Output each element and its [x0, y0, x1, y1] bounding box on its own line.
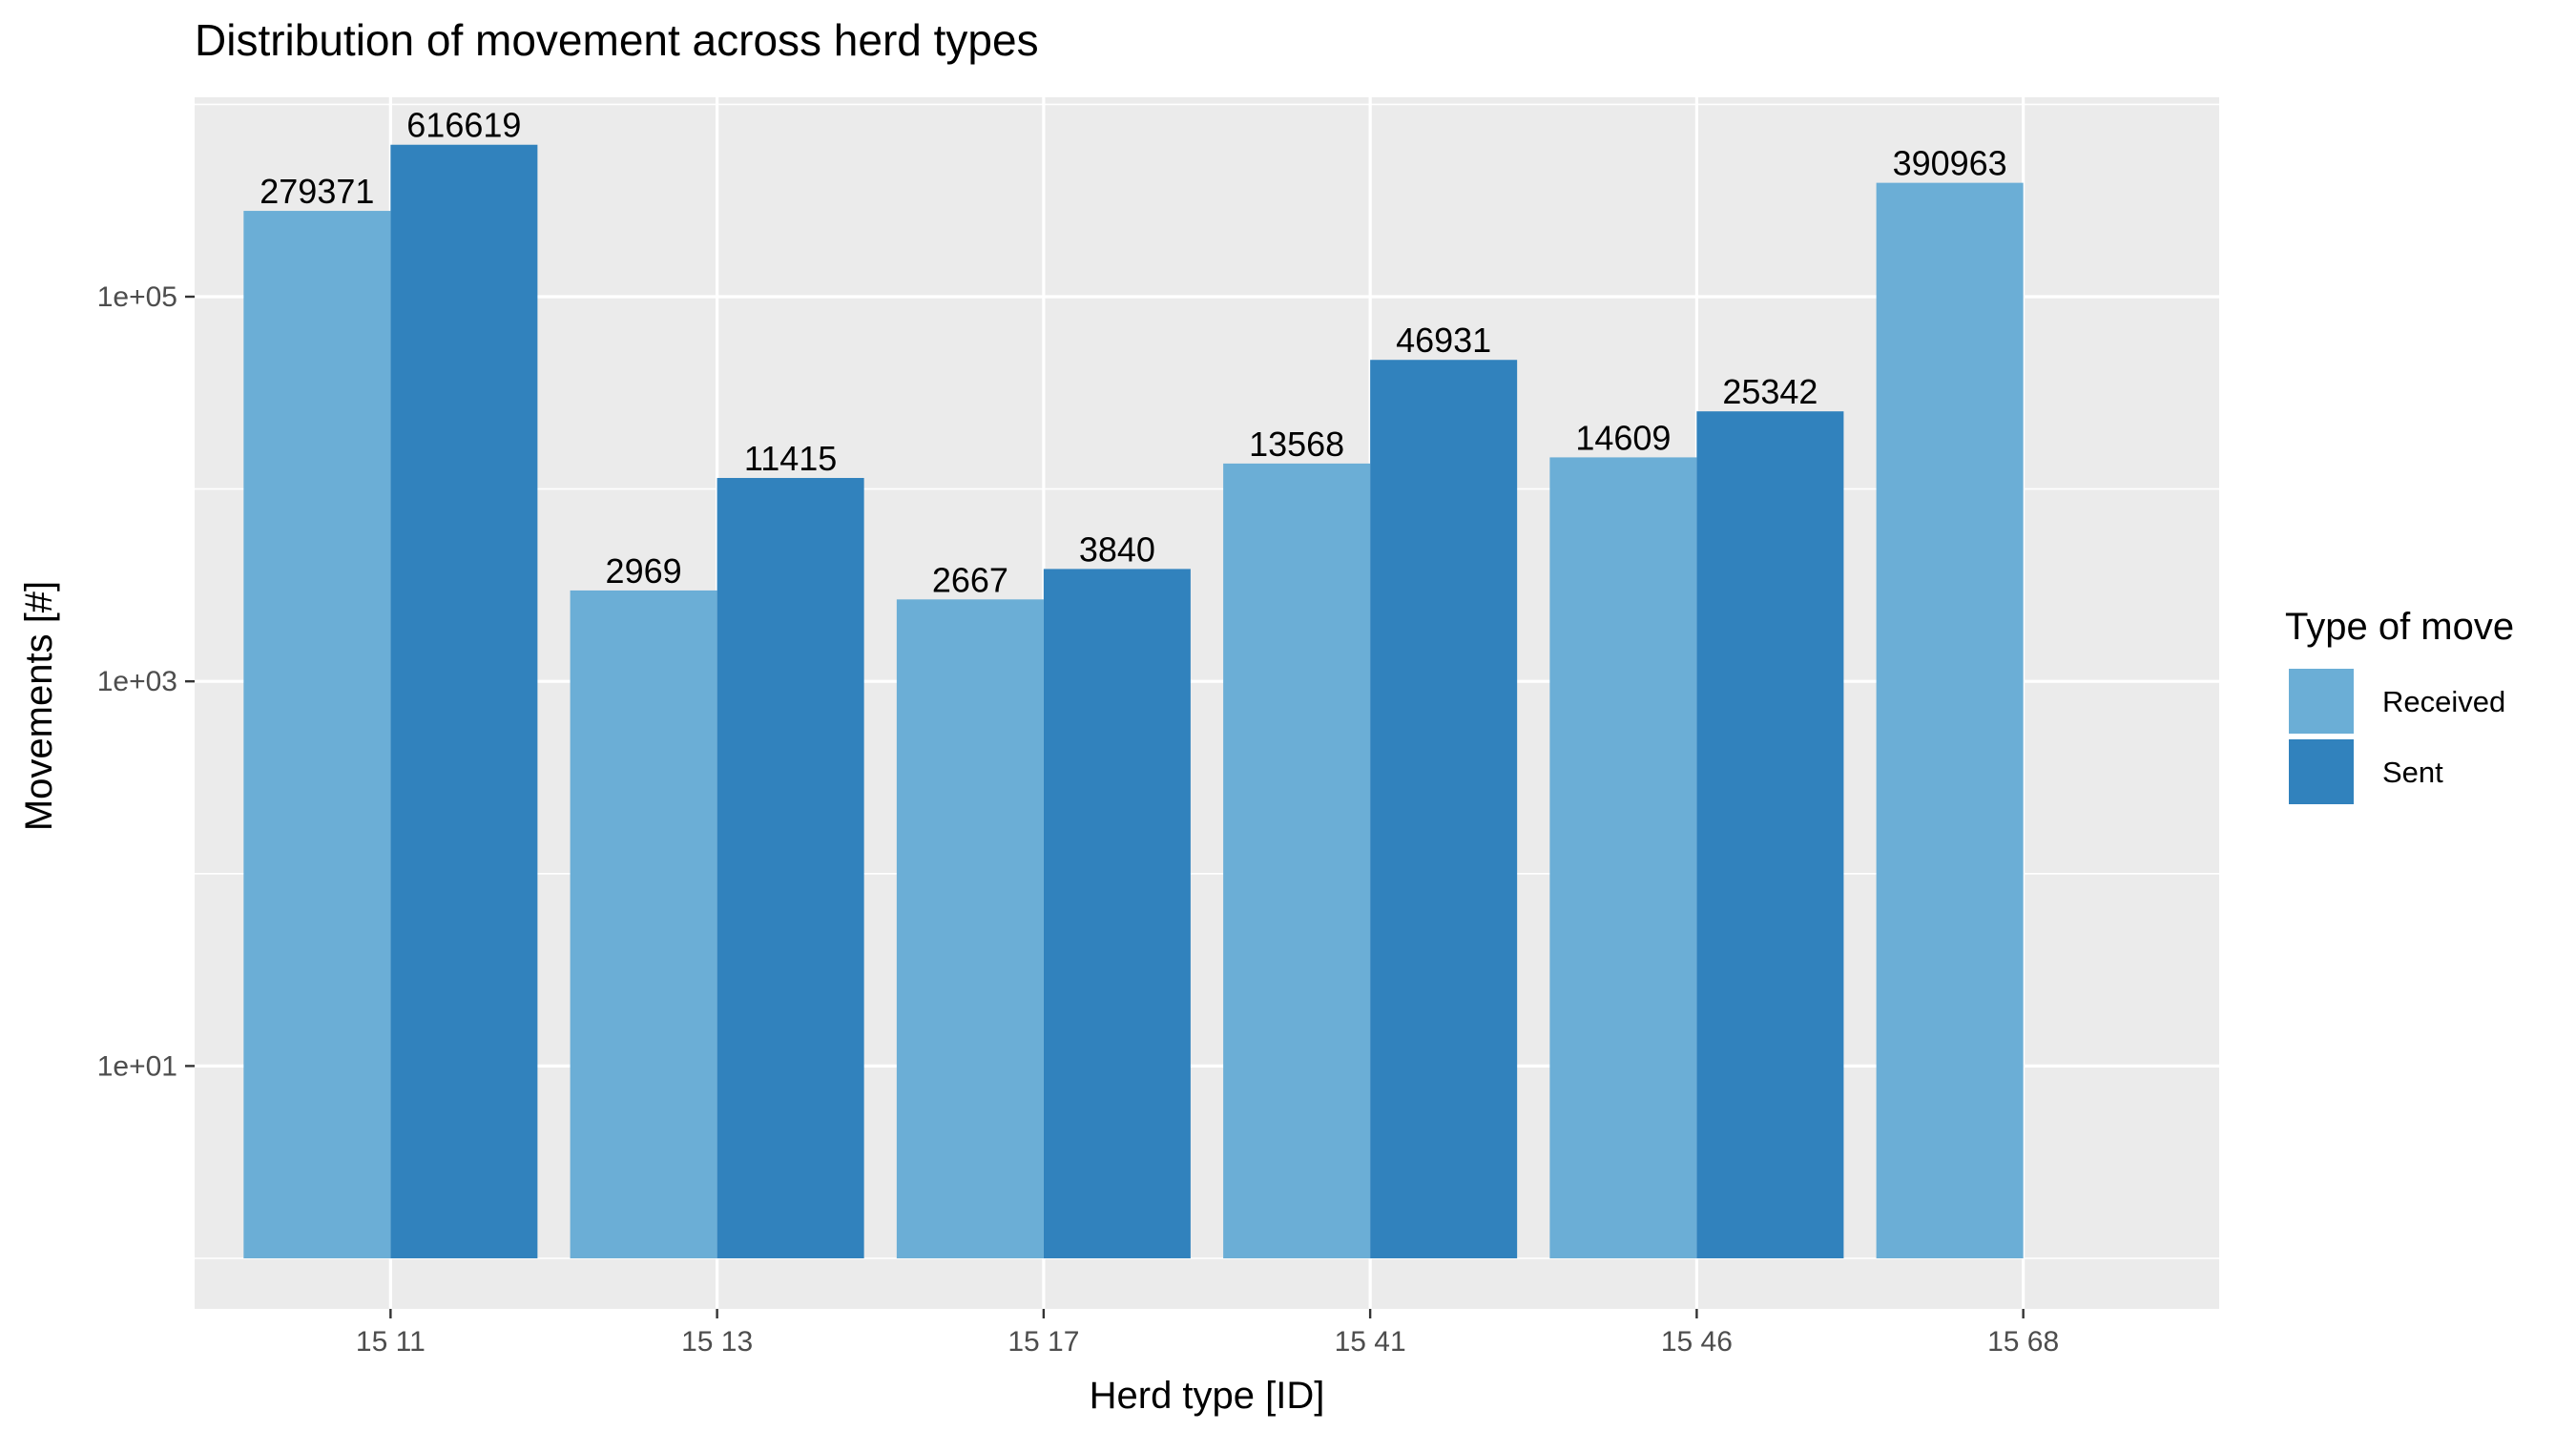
- bar-sent-15-11: [390, 144, 538, 1259]
- bar-sent-15-41: [1370, 360, 1518, 1258]
- bar-received-15-46: [1549, 457, 1697, 1259]
- data-label: 25342: [1722, 372, 1818, 411]
- legend-label-received: Received: [2382, 685, 2505, 718]
- y-axis: 1e+01 1e+03 1e+05: [97, 281, 195, 1082]
- bar-sent-15-17: [1043, 569, 1191, 1258]
- legend-title: Type of move: [2285, 606, 2514, 648]
- data-label: 2667: [932, 560, 1008, 599]
- data-label: 390963: [1893, 144, 2007, 183]
- bar-received-15-11: [243, 211, 391, 1259]
- x-tick-label: 15 41: [1335, 1326, 1406, 1358]
- data-label: 46931: [1396, 321, 1491, 360]
- legend-key-sent: [2287, 737, 2356, 806]
- data-label: 616619: [406, 106, 521, 145]
- bar-sent-15-46: [1696, 411, 1844, 1258]
- data-label: 279371: [260, 172, 374, 211]
- data-label: 13568: [1249, 425, 1344, 464]
- legend-label-sent: Sent: [2382, 756, 2443, 789]
- bar-received-15-41: [1223, 463, 1371, 1259]
- data-labels: 279371 616619 2969 11415 2667 3840 13568 46931 1…: [260, 106, 2006, 600]
- data-label: 11415: [744, 439, 837, 478]
- chart-title: Distribution of movement across herd typ…: [195, 15, 1039, 65]
- data-label: 3840: [1079, 529, 1155, 569]
- x-tick-label: 15 17: [1008, 1326, 1079, 1358]
- bars: [243, 144, 2024, 1259]
- y-tick-label: 1e+03: [97, 666, 177, 697]
- y-tick-label: 1e+01: [97, 1050, 177, 1082]
- legend: Type of move Received Sent: [2285, 606, 2514, 806]
- bar-received-15-68: [1876, 182, 2024, 1258]
- data-label: 2969: [606, 551, 682, 591]
- y-tick-label: 1e+05: [97, 281, 177, 313]
- x-tick-label: 15 46: [1661, 1326, 1733, 1358]
- bar-received-15-13: [570, 590, 717, 1258]
- x-tick-label: 15 13: [681, 1326, 753, 1358]
- x-tick-label: 15 11: [356, 1326, 426, 1358]
- x-tick-label: 15 68: [1987, 1326, 2059, 1358]
- bar-sent-15-13: [717, 478, 864, 1259]
- x-axis-title: Herd type [ID]: [1090, 1375, 1325, 1417]
- y-axis-title: Movements [#]: [18, 581, 60, 831]
- bar-received-15-17: [896, 599, 1044, 1258]
- data-label: 14609: [1575, 418, 1671, 457]
- legend-key-received: [2287, 667, 2356, 736]
- x-axis: 15 11 15 13 15 17 15 41 15 46 15 68: [356, 1309, 2059, 1358]
